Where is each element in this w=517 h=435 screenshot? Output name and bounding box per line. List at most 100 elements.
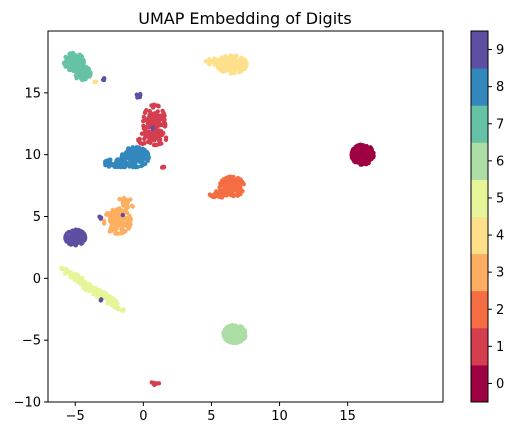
point-digit-1 — [160, 108, 165, 114]
point-digit-0 — [350, 156, 355, 161]
point-digit-5 — [116, 305, 121, 311]
point-digit-8 — [126, 148, 132, 154]
point-digit-1 — [151, 118, 156, 124]
point-digit-9 — [80, 240, 85, 245]
colorbar-segment-6 — [471, 142, 488, 180]
point-digit-7 — [79, 58, 84, 63]
point-digit-7 — [80, 72, 86, 77]
point-digit-3 — [128, 197, 133, 202]
point-digit-1 — [151, 380, 157, 386]
point-digit-8 — [103, 160, 108, 166]
point-digit-1 — [163, 135, 169, 140]
y-tick-label: 15 — [24, 86, 41, 101]
point-digit-7 — [68, 65, 73, 71]
point-digit-7 — [71, 52, 77, 58]
x-tick-label: 10 — [271, 409, 288, 424]
point-digit-4 — [243, 65, 248, 70]
colorbar-tick-label: 4 — [496, 229, 504, 244]
point-digit-9 — [63, 237, 68, 242]
cluster-digit-9 — [120, 212, 126, 218]
point-digit-5 — [88, 284, 93, 289]
point-digit-9 — [150, 125, 155, 130]
y-axis: −10 −5 0 5 10 15 — [14, 86, 48, 411]
colorbar-tick-label: 5 — [496, 191, 504, 206]
point-digit-1 — [146, 115, 151, 121]
point-digit-4 — [206, 59, 212, 65]
point-digit-1 — [136, 138, 141, 144]
point-digit-6 — [230, 323, 235, 328]
point-digit-8 — [110, 163, 115, 168]
point-digit-1 — [158, 137, 163, 142]
point-digit-2 — [224, 193, 229, 198]
point-digit-5 — [109, 296, 115, 302]
point-digit-3 — [109, 224, 114, 230]
colorbar-tick-label: 8 — [496, 80, 504, 95]
point-digit-5 — [97, 292, 102, 298]
point-digit-3 — [107, 214, 113, 220]
point-digit-3 — [129, 203, 135, 208]
x-tick-label: −5 — [66, 409, 85, 424]
colorbar-tick-label: 1 — [496, 340, 504, 355]
point-digit-4 — [215, 59, 220, 65]
colorbar-tick-label: 6 — [496, 154, 504, 169]
point-digit-0 — [354, 150, 360, 155]
point-digit-0 — [371, 153, 376, 159]
point-digit-1 — [143, 109, 148, 115]
point-digit-2 — [218, 192, 224, 198]
point-digit-5 — [59, 266, 64, 272]
cluster-digit-9 — [97, 214, 104, 221]
point-digit-5 — [83, 282, 89, 287]
cluster-digit-6 — [221, 323, 248, 346]
point-digit-8 — [139, 146, 144, 152]
point-digit-6 — [230, 338, 235, 343]
y-tick-label: 10 — [24, 148, 41, 163]
cluster-digit-4 — [92, 79, 99, 85]
point-digit-9 — [120, 212, 126, 218]
cluster-digit-9 — [101, 76, 107, 83]
point-digit-0 — [360, 151, 365, 157]
point-digit-3 — [101, 221, 107, 226]
point-digit-4 — [235, 62, 240, 68]
point-digit-9 — [101, 77, 106, 83]
colorbar: 0 1 2 3 4 5 6 7 8 9 — [470, 30, 504, 403]
point-digit-3 — [119, 197, 125, 202]
point-digit-3 — [107, 218, 113, 223]
point-digit-2 — [213, 190, 218, 196]
point-digit-1 — [154, 111, 159, 117]
point-digit-8 — [133, 146, 138, 151]
point-digit-5 — [86, 288, 92, 294]
x-tick-label: 15 — [339, 409, 356, 424]
point-digit-1 — [150, 132, 155, 137]
point-digit-1 — [150, 105, 156, 110]
colorbar-segment-4 — [471, 216, 488, 255]
point-digit-7 — [67, 56, 72, 62]
point-digit-6 — [232, 326, 237, 332]
point-digit-4 — [225, 58, 231, 63]
point-digit-3 — [113, 220, 118, 226]
scatter-points — [58, 50, 376, 388]
cluster-digit-7 — [73, 64, 93, 82]
point-digit-2 — [227, 179, 232, 184]
point-digit-4 — [231, 58, 236, 63]
point-digit-4 — [238, 69, 244, 74]
cluster-digit-3 — [101, 207, 133, 236]
colorbar-tick-label: 3 — [496, 266, 504, 281]
y-tick-label: 5 — [33, 210, 41, 225]
colorbar-segment-2 — [471, 290, 488, 329]
point-digit-2 — [225, 183, 231, 189]
point-digit-1 — [142, 136, 147, 142]
cluster-digit-0 — [349, 142, 376, 167]
point-digit-7 — [67, 51, 72, 57]
point-digit-8 — [118, 164, 123, 170]
x-tick-label: 0 — [139, 409, 147, 424]
point-digit-5 — [72, 275, 77, 281]
point-digit-5 — [101, 292, 106, 298]
point-digit-5 — [115, 301, 120, 306]
point-digit-8 — [124, 162, 130, 167]
colorbar-tick-label: 2 — [496, 303, 504, 318]
point-digit-7 — [87, 74, 92, 79]
chart-title: UMAP Embedding of Digits — [138, 9, 352, 28]
colorbar-tick-label: 0 — [496, 377, 504, 392]
point-digit-2 — [210, 194, 215, 199]
